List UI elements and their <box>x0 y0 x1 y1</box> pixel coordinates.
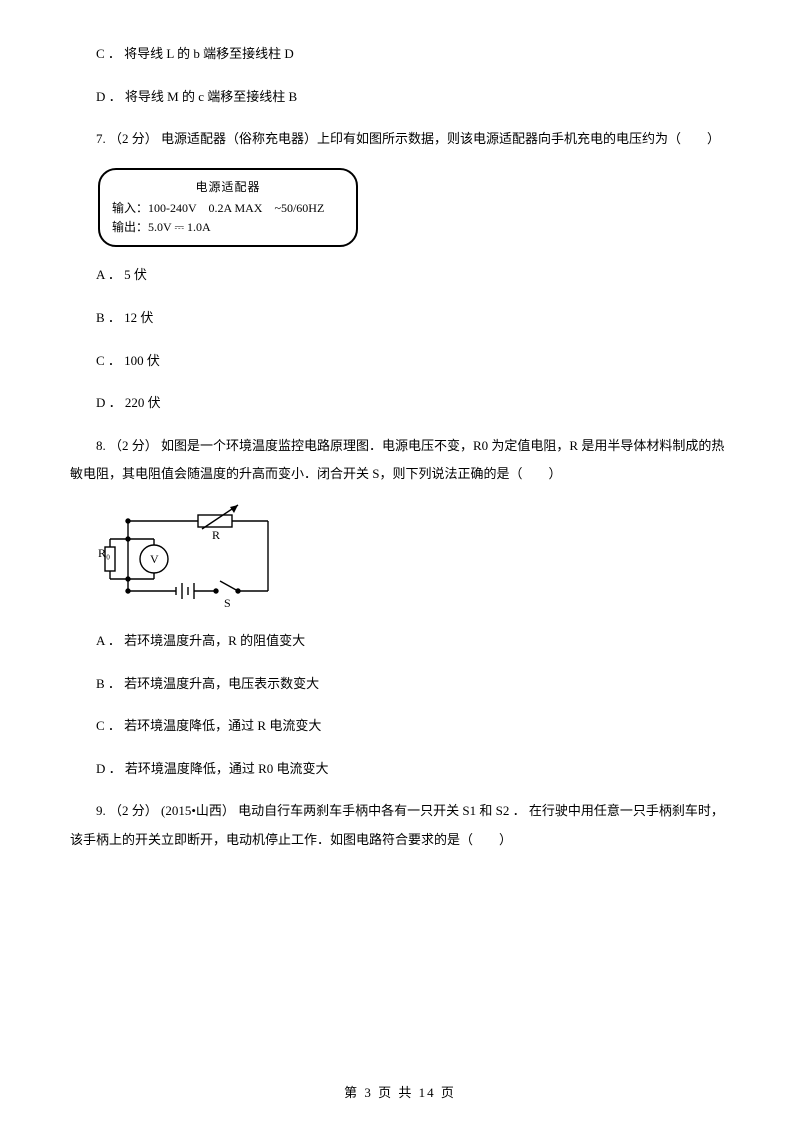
q8-points: （2 分） <box>109 438 158 453</box>
q6-option-d: D ． 将导线 M 的 c 端移至接线柱 B <box>70 83 730 112</box>
q9-number: 9. <box>96 803 109 818</box>
q8-option-b: B ． 若环境温度升高，电压表示数变大 <box>70 670 730 699</box>
q9-stem: 9. （2 分） (2015•山西） 电动自行车两刹车手柄中各有一只开关 S1 … <box>70 797 730 854</box>
adapter-title: 电源适配器 <box>112 178 344 197</box>
q7-option-a: A ． 5 伏 <box>70 261 730 290</box>
adapter-input-line: 输入：100-240V 0.2A MAX ~50/60HZ <box>112 199 344 218</box>
circuit-diagram-icon: R₀ V R S <box>98 503 288 613</box>
adapter-output-line: 输出：5.0V ⎓ 1.0A <box>112 218 344 237</box>
q9-points: （2 分） <box>109 803 158 818</box>
q8-figure-circuit: R₀ V R S <box>98 503 730 613</box>
label-v: V <box>150 552 159 566</box>
q7-option-c: C ． 100 伏 <box>70 347 730 376</box>
label-r: R <box>212 528 220 542</box>
q7-points: （2 分） <box>109 131 158 146</box>
adapter-label-box: 电源适配器 输入：100-240V 0.2A MAX ~50/60HZ 输出：5… <box>98 168 358 248</box>
q7-text: 电源适配器（俗称充电器）上印有如图所示数据，则该电源适配器向手机充电的电压约为（… <box>161 131 720 146</box>
q6-option-c: C ． 将导线 L 的 b 端移至接线柱 D <box>70 40 730 69</box>
q8-option-a: A ． 若环境温度升高，R 的阻值变大 <box>70 627 730 656</box>
q7-stem: 7. （2 分） 电源适配器（俗称充电器）上印有如图所示数据，则该电源适配器向手… <box>70 125 730 154</box>
label-s: S <box>224 596 231 610</box>
q7-option-b: B ． 12 伏 <box>70 304 730 333</box>
q9-source: (2015•山西） <box>161 803 235 818</box>
q7-figure-adapter: 电源适配器 输入：100-240V 0.2A MAX ~50/60HZ 输出：5… <box>98 168 730 248</box>
q7-number: 7. <box>96 131 109 146</box>
q8-text: 如图是一个环境温度监控电路原理图．电源电压不变，R0 为定值电阻，R 是用半导体… <box>70 438 724 482</box>
q7-option-d: D ． 220 伏 <box>70 389 730 418</box>
label-r0: R₀ <box>98 546 110 560</box>
q8-number: 8. <box>96 438 109 453</box>
q8-stem: 8. （2 分） 如图是一个环境温度监控电路原理图．电源电压不变，R0 为定值电… <box>70 432 730 489</box>
q8-option-c: C ． 若环境温度降低，通过 R 电流变大 <box>70 712 730 741</box>
page-footer: 第 3 页 共 14 页 <box>0 1079 800 1108</box>
q8-option-d: D ． 若环境温度降低，通过 R0 电流变大 <box>70 755 730 784</box>
